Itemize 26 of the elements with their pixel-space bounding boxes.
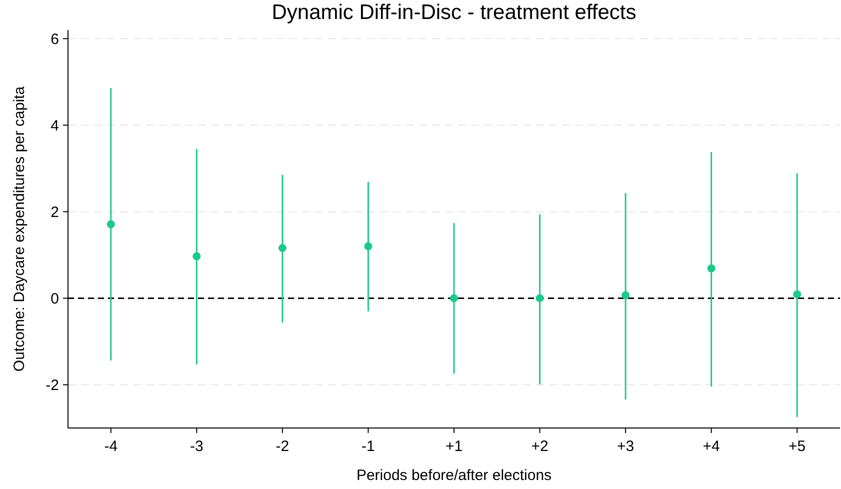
point xyxy=(192,252,201,260)
x-tick-label: +4 xyxy=(702,438,720,455)
y-tick-label: 4 xyxy=(50,117,59,134)
point xyxy=(793,290,802,298)
x-tick-label: -3 xyxy=(190,438,204,455)
x-axis-title: Periods before/after elections xyxy=(356,467,552,484)
point xyxy=(707,264,716,272)
point xyxy=(364,242,372,250)
y-tick-label: 0 xyxy=(50,290,59,308)
y-tick-label: 6 xyxy=(50,30,59,48)
point xyxy=(278,244,286,252)
x-tick-label: +2 xyxy=(531,438,548,455)
x-tick-label: -4 xyxy=(104,438,118,455)
point xyxy=(622,291,630,300)
chart-title: Dynamic Diff-in-Disc - treatment effects xyxy=(272,1,636,24)
point xyxy=(106,220,115,228)
x-tick-label: -1 xyxy=(362,438,375,455)
x-tick-label: +3 xyxy=(617,438,634,455)
y-axis-title: Outcome: Daycare expenditures per capita xyxy=(11,86,28,372)
y-tick-label: -2 xyxy=(46,376,59,394)
x-tick-label: -2 xyxy=(276,438,290,455)
x-tick-label: +1 xyxy=(445,438,463,455)
point xyxy=(450,294,458,302)
x-tick-label: +5 xyxy=(788,438,806,455)
point xyxy=(536,294,544,302)
y-tick-label: 2 xyxy=(50,204,59,221)
